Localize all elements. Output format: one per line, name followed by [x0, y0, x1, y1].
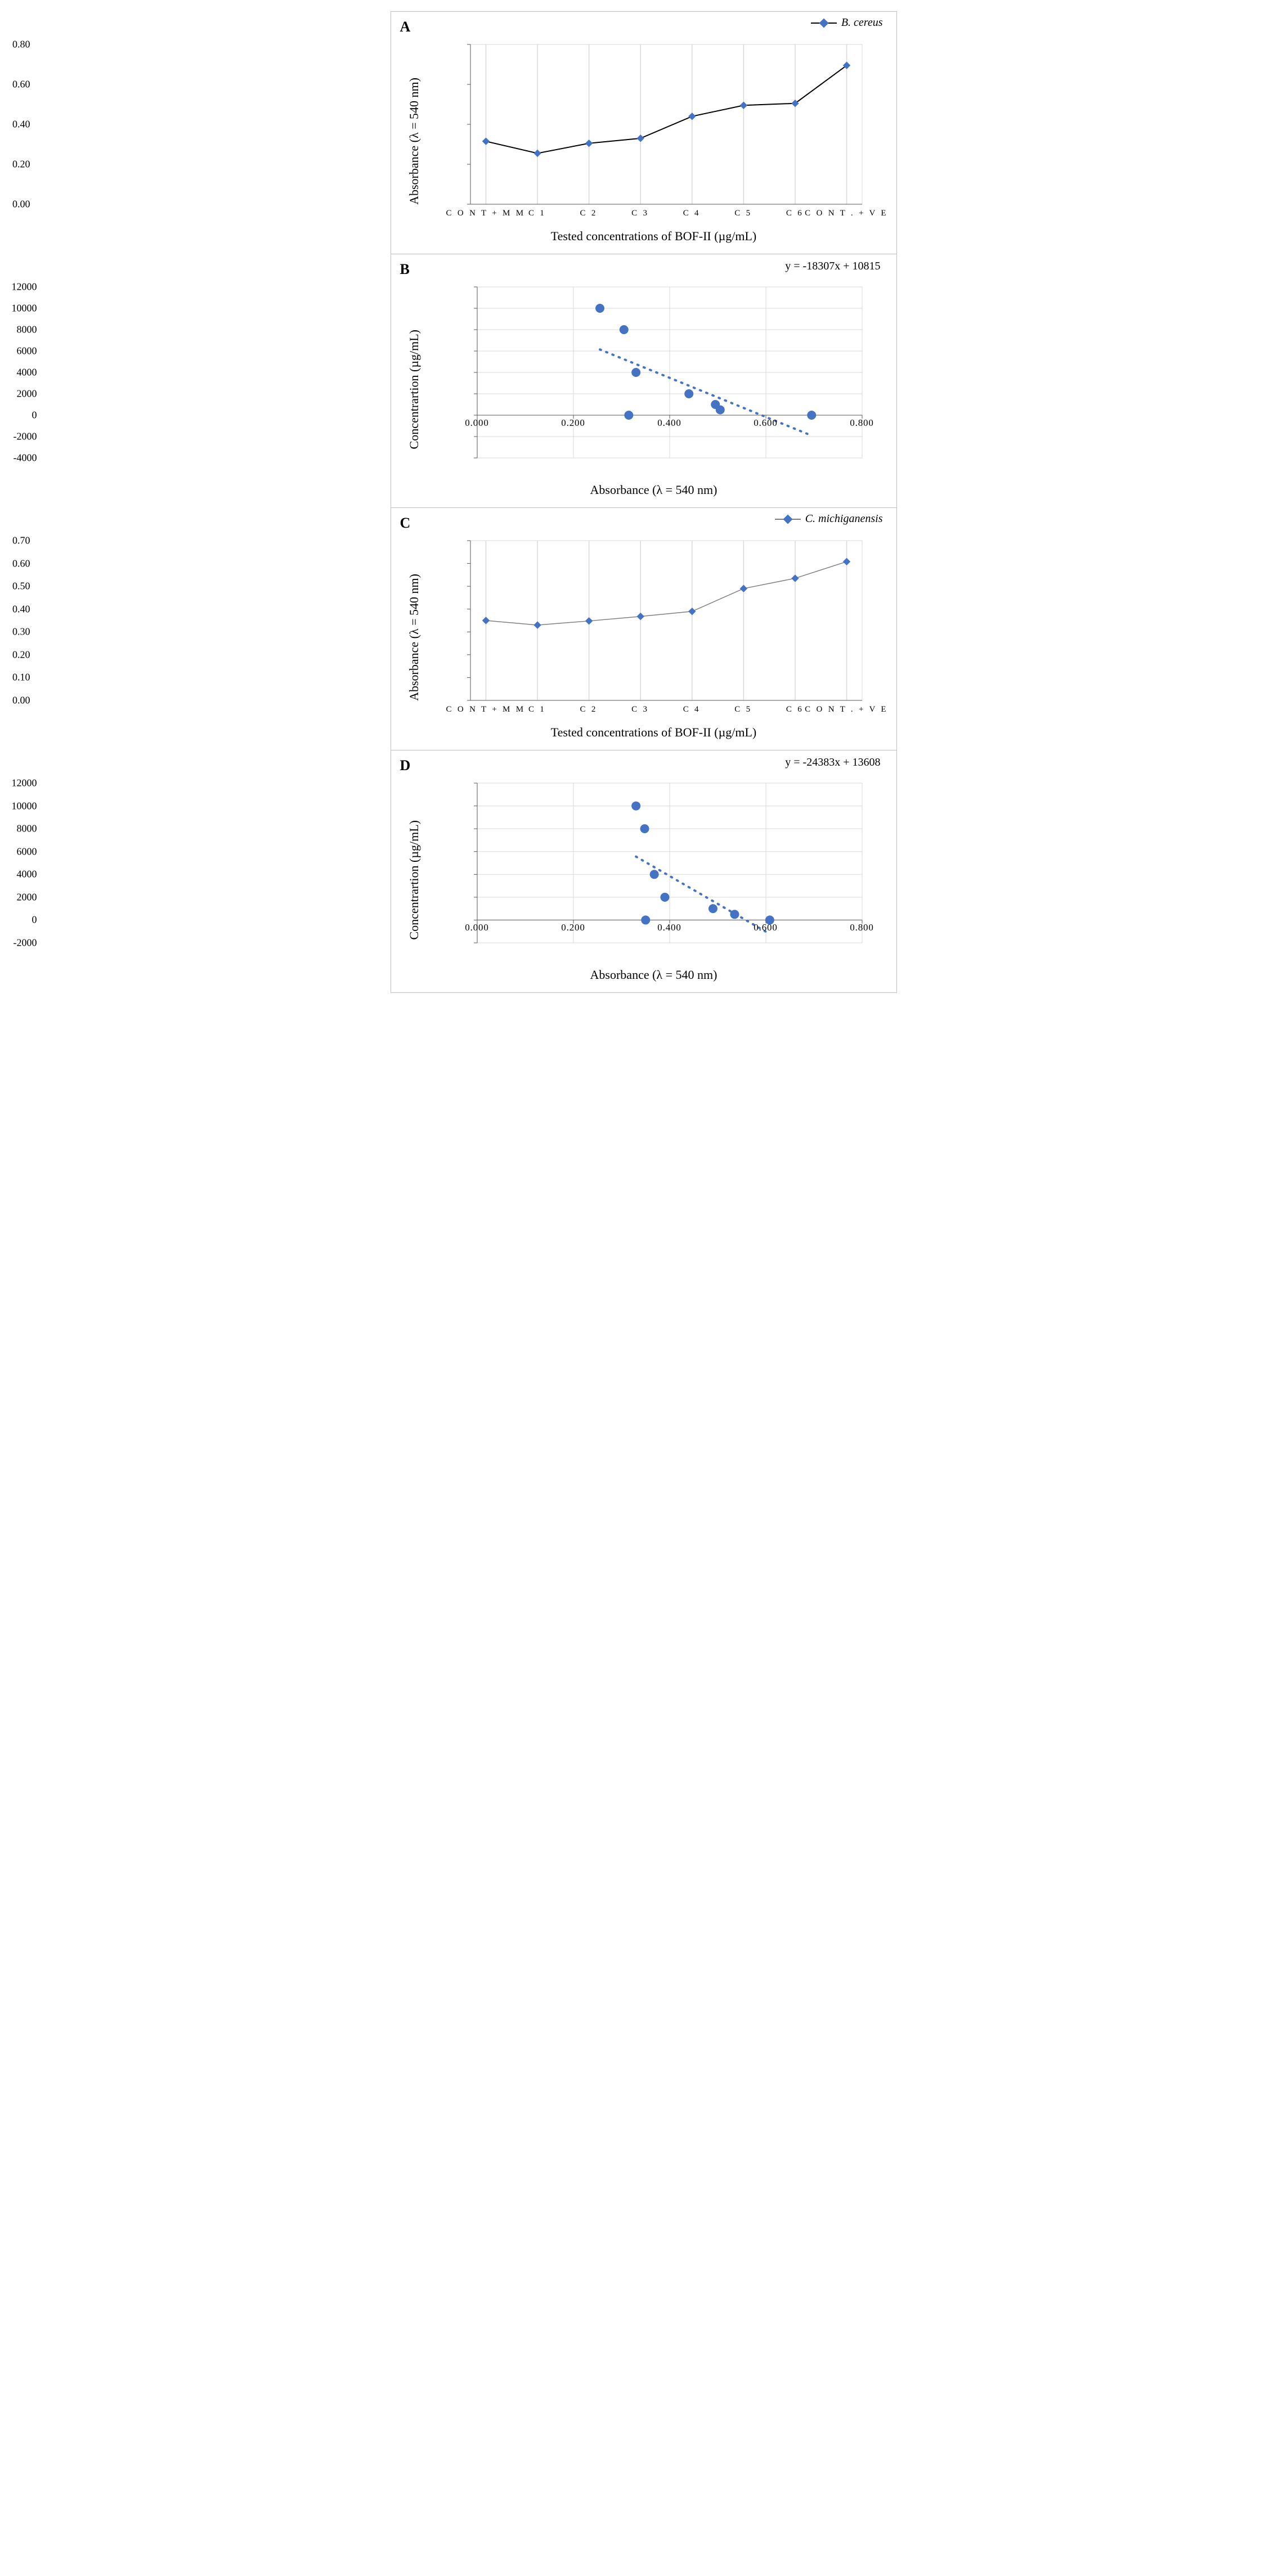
y-tick-label: 0.00 [12, 695, 30, 707]
x-tick-label: 0.200 [561, 922, 585, 933]
x-axis-label: Tested concentrations of BOF-II (µg/mL) [551, 229, 756, 244]
y-tick-label: 0.60 [12, 79, 30, 91]
panel-d: D y = -24383x + 13608 Concentrartion (µg… [391, 750, 897, 993]
y-tick-label: 0.70 [12, 535, 30, 547]
panel-letter: B [400, 261, 410, 278]
y-tick-label: 0.40 [12, 603, 30, 615]
y-tick-label: 4000 [17, 869, 37, 880]
y-tick-label: 12000 [12, 281, 37, 293]
figure: A B. cereus Absorbance (λ = 540 nm) 0.00… [391, 11, 897, 993]
x-tick-label: C 6 [786, 209, 804, 218]
y-tick-label: -4000 [14, 452, 37, 464]
y-tick-label: 0.40 [12, 119, 30, 131]
x-tick-label: C O N T . + V E [805, 209, 888, 218]
x-tick-label: C 1 [528, 705, 546, 714]
x-tick-label: 0.400 [657, 417, 681, 429]
panel-b: B y = -18307x + 10815 Concentrartion (µg… [391, 254, 897, 508]
y-tick-label: 6000 [17, 846, 37, 857]
y-tick-label: 8000 [17, 823, 37, 835]
x-tick-label: C 5 [734, 705, 752, 714]
y-tick-label: 0.60 [12, 558, 30, 569]
legend-label: C. michiganensis [805, 512, 883, 525]
y-tick-label: -2000 [14, 937, 37, 949]
y-axis-label: Absorbance (λ = 540 nm) [403, 574, 421, 701]
x-tick-label: 0.600 [754, 417, 778, 429]
panel-letter: A [400, 19, 411, 35]
y-axis-label: Concentrartion (µg/mL) [403, 330, 421, 449]
x-tick-label: C O N T . + V E [805, 705, 888, 714]
y-tick-label: 2000 [17, 891, 37, 903]
panel-letter: D [400, 757, 411, 774]
equation-label: y = -18307x + 10815 [785, 260, 880, 273]
legend-line-icon [811, 23, 837, 24]
legend: B. cereus [811, 16, 883, 29]
x-tick-label: 0.000 [465, 922, 489, 933]
y-tick-label: 0.10 [12, 672, 30, 684]
x-tick-label: C 3 [631, 705, 649, 714]
x-tick-label: 0.200 [561, 417, 585, 429]
x-tick-label: C 5 [734, 209, 752, 218]
x-tick-label: C O N T + M M [446, 705, 526, 714]
y-tick-label: -2000 [14, 431, 37, 443]
panel-c: C C. michiganensis Absorbance (λ = 540 n… [391, 507, 897, 750]
x-axis-label: Absorbance (λ = 540 nm) [590, 968, 718, 982]
y-axis-label: Concentrartion (µg/mL) [403, 820, 421, 939]
x-tick-label: C 6 [786, 705, 804, 714]
x-tick-label: C 4 [683, 705, 701, 714]
x-tick-label: C 3 [631, 209, 649, 218]
y-tick-label: 0.80 [12, 39, 30, 51]
y-tick-label: 8000 [17, 324, 37, 336]
x-tick-label: 0.400 [657, 922, 681, 933]
plot-area: -4000-20000200040006000800010000120000.0… [440, 281, 868, 478]
y-tick-label: 0.20 [12, 649, 30, 660]
panel-a: A B. cereus Absorbance (λ = 540 nm) 0.00… [391, 11, 897, 254]
y-tick-label: 6000 [17, 345, 37, 357]
y-tick-label: 0 [32, 410, 37, 421]
x-tick-label: C 2 [580, 705, 598, 714]
x-axis-label: Tested concentrations of BOF-II (µg/mL) [551, 725, 756, 740]
y-tick-label: 10000 [12, 800, 37, 812]
x-tick-label: C O N T + M M [446, 209, 526, 218]
y-tick-label: 2000 [17, 388, 37, 400]
plot-area: 0.000.100.200.300.400.500.600.70C O N T … [440, 535, 868, 721]
legend-line-icon [775, 519, 801, 520]
legend-label: B. cereus [841, 16, 883, 29]
x-tick-label: C 2 [580, 209, 598, 218]
legend: C. michiganensis [775, 512, 883, 525]
x-tick-label: C 4 [683, 209, 701, 218]
x-tick-label: 0.600 [754, 922, 778, 933]
plot-area: 0.000.200.400.600.80C O N T + M MC 1C 2C… [440, 39, 868, 224]
y-tick-label: 0 [32, 914, 37, 926]
y-tick-label: 0.30 [12, 626, 30, 638]
y-tick-label: 0.00 [12, 199, 30, 210]
y-tick-label: 0.50 [12, 581, 30, 592]
equation-label: y = -24383x + 13608 [785, 756, 880, 769]
panel-letter: C [400, 515, 411, 532]
y-tick-label: 0.20 [12, 159, 30, 170]
plot-area: -20000200040006000800010000120000.0000.2… [440, 777, 868, 963]
y-tick-label: 12000 [12, 777, 37, 789]
y-axis-label: Absorbance (λ = 540 nm) [403, 78, 421, 205]
x-tick-label: C 1 [528, 209, 546, 218]
y-tick-label: 10000 [12, 303, 37, 314]
x-tick-label: 0.800 [850, 417, 874, 429]
x-axis-label: Absorbance (λ = 540 nm) [590, 483, 718, 497]
x-tick-label: 0.000 [465, 417, 489, 429]
x-tick-label: 0.800 [850, 922, 874, 933]
y-tick-label: 4000 [17, 367, 37, 379]
